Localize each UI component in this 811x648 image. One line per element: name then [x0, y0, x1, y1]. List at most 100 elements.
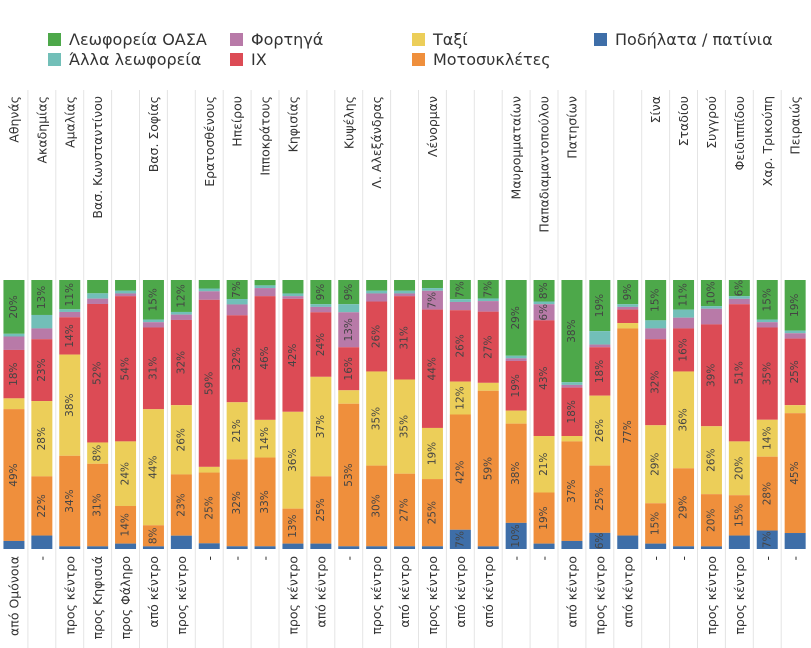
bar-segment[interactable]: [31, 314, 53, 329]
legend-item-private-cars[interactable]: ΙΧ: [230, 50, 267, 69]
bar-segment[interactable]: [505, 410, 527, 424]
bar-segment[interactable]: [115, 505, 137, 544]
bar-segment[interactable]: [421, 280, 443, 289]
bar-segment[interactable]: [533, 301, 555, 305]
bar-segment[interactable]: [394, 473, 416, 547]
bar-segment[interactable]: [170, 311, 192, 315]
bar-segment[interactable]: [115, 293, 137, 297]
bar-segment[interactable]: [784, 413, 806, 534]
bar-segment[interactable]: [394, 379, 416, 474]
bar-segment[interactable]: [784, 338, 806, 406]
bar-segment[interactable]: [198, 466, 220, 473]
bar-segment[interactable]: [505, 360, 527, 411]
bar-segment[interactable]: [617, 535, 639, 549]
bar-segment[interactable]: [254, 546, 276, 549]
bar-segment[interactable]: [505, 522, 527, 549]
bar-segment[interactable]: [366, 290, 388, 294]
bar-segment[interactable]: [59, 455, 81, 547]
bar-segment[interactable]: [617, 309, 639, 324]
bar-segment[interactable]: [170, 314, 192, 320]
bar-segment[interactable]: [617, 323, 639, 329]
bar-segment[interactable]: [589, 331, 611, 345]
bar-segment[interactable]: [728, 280, 750, 297]
bar-segment[interactable]: [477, 311, 499, 383]
bar-segment[interactable]: [784, 405, 806, 414]
bar-segment[interactable]: [477, 280, 499, 299]
bar-segment[interactable]: [756, 530, 778, 549]
bar-segment[interactable]: [310, 543, 332, 549]
bar-segment[interactable]: [728, 495, 750, 536]
bar-segment[interactable]: [87, 293, 109, 299]
legend-item-motorcycles[interactable]: Μοτοσυκλέτες: [412, 50, 551, 69]
bar-segment[interactable]: [700, 494, 722, 547]
bar-segment[interactable]: [3, 409, 25, 541]
bar-segment[interactable]: [310, 280, 332, 305]
bar-segment[interactable]: [59, 354, 81, 456]
bar-segment[interactable]: [589, 344, 611, 348]
bar-segment[interactable]: [449, 299, 471, 302]
bar-segment[interactable]: [366, 301, 388, 372]
bar-segment[interactable]: [700, 308, 722, 325]
bar-segment[interactable]: [115, 280, 137, 291]
bar-segment[interactable]: [394, 546, 416, 549]
bar-segment[interactable]: [310, 306, 332, 313]
bar-segment[interactable]: [421, 427, 443, 480]
bar-segment[interactable]: [338, 304, 360, 313]
bar-segment[interactable]: [170, 405, 192, 475]
bar-segment[interactable]: [198, 280, 220, 289]
bar-segment[interactable]: [645, 339, 667, 426]
bar-segment[interactable]: [3, 280, 25, 334]
bar-segment[interactable]: [561, 280, 583, 383]
bar-segment[interactable]: [226, 315, 248, 403]
bar-segment[interactable]: [310, 304, 332, 307]
bar-segment[interactable]: [449, 381, 471, 415]
bar-segment[interactable]: [282, 298, 304, 412]
bar-segment[interactable]: [728, 298, 750, 305]
bar-segment[interactable]: [505, 355, 527, 359]
bar-segment[interactable]: [394, 290, 416, 294]
bar-segment[interactable]: [3, 349, 25, 399]
bar-segment[interactable]: [561, 441, 583, 541]
bar-segment[interactable]: [226, 299, 248, 305]
bar-segment[interactable]: [589, 395, 611, 466]
bar-segment[interactable]: [310, 376, 332, 477]
bar-segment[interactable]: [3, 398, 25, 410]
bar-segment[interactable]: [617, 328, 639, 536]
bar-segment[interactable]: [31, 280, 53, 315]
bar-segment[interactable]: [477, 301, 499, 312]
bar-segment[interactable]: [254, 296, 276, 420]
bar-segment[interactable]: [645, 425, 667, 504]
bar-segment[interactable]: [728, 296, 750, 299]
bar-segment[interactable]: [394, 280, 416, 291]
bar-segment[interactable]: [170, 535, 192, 549]
bar-segment[interactable]: [617, 280, 639, 305]
bar-segment[interactable]: [226, 459, 248, 547]
bar-segment[interactable]: [673, 546, 695, 549]
bar-segment[interactable]: [673, 371, 695, 469]
bar-segment[interactable]: [142, 322, 164, 328]
bar-segment[interactable]: [282, 411, 304, 509]
bar-segment[interactable]: [31, 401, 53, 477]
bar-segment[interactable]: [700, 280, 722, 307]
bar-segment[interactable]: [700, 426, 722, 495]
bar-segment[interactable]: [617, 304, 639, 307]
bar-segment[interactable]: [561, 382, 583, 385]
bar-segment[interactable]: [477, 382, 499, 391]
bar-segment[interactable]: [338, 390, 360, 404]
bar-segment[interactable]: [254, 457, 276, 547]
bar-segment[interactable]: [449, 280, 471, 300]
bar-segment[interactable]: [645, 280, 667, 321]
bar-segment[interactable]: [561, 384, 583, 388]
bar-segment[interactable]: [756, 319, 778, 323]
bar-segment[interactable]: [589, 465, 611, 533]
bar-segment[interactable]: [477, 546, 499, 549]
bar-segment[interactable]: [756, 322, 778, 328]
bar-segment[interactable]: [728, 535, 750, 549]
bar-segment[interactable]: [198, 291, 220, 300]
bar-segment[interactable]: [366, 293, 388, 302]
bar-segment[interactable]: [477, 298, 499, 302]
bar-segment[interactable]: [198, 472, 220, 544]
legend-item-trucks[interactable]: Φορτηγά: [230, 30, 323, 49]
bar-segment[interactable]: [533, 436, 555, 493]
bar-segment[interactable]: [421, 546, 443, 549]
